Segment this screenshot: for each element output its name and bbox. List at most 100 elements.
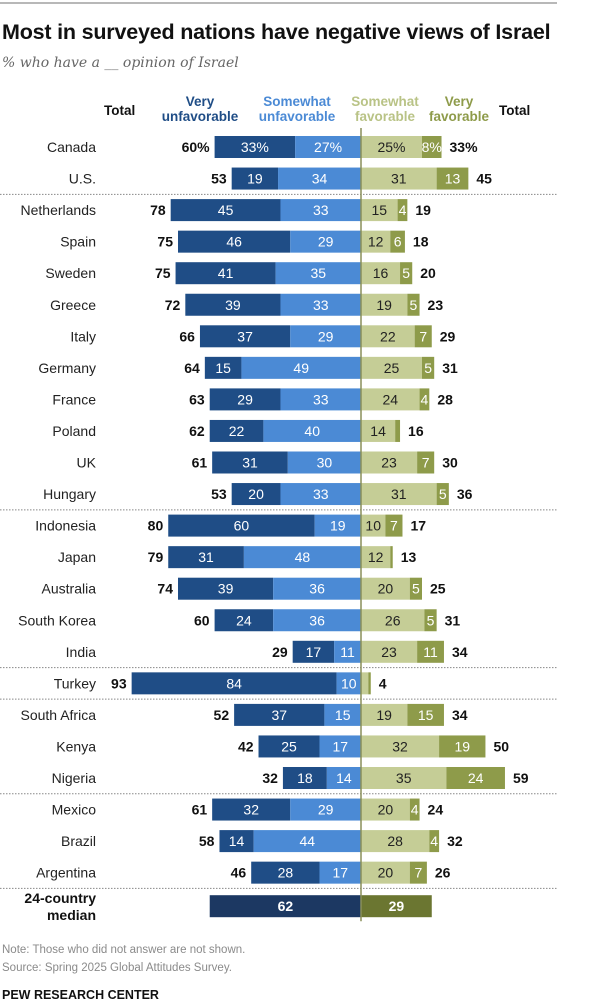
total-favorable-label: 34 bbox=[452, 707, 468, 723]
country-label: Nigeria bbox=[52, 770, 97, 786]
value-label-somewhat-unfavorable: 17 bbox=[332, 738, 348, 754]
total-unfavorable-label: 79 bbox=[148, 549, 164, 565]
total-favorable-label: 20 bbox=[420, 265, 436, 281]
legend-somewhat-favorable: Somewhat favorable bbox=[343, 94, 427, 124]
value-label-very-favorable: 4 bbox=[421, 391, 429, 407]
bar-very-unfavorable bbox=[185, 293, 281, 316]
value-label-very-unfavorable: 60 bbox=[234, 518, 250, 534]
bar-very-unfavorable bbox=[168, 546, 244, 569]
bar-very-favorable bbox=[417, 451, 435, 474]
bar-somewhat-favorable bbox=[361, 167, 437, 190]
country-label: Argentina bbox=[36, 865, 96, 881]
value-label-somewhat-unfavorable: 29 bbox=[318, 328, 334, 344]
value-label-very-unfavorable: 39 bbox=[225, 297, 241, 313]
value-label-very-unfavorable: 45 bbox=[218, 202, 234, 218]
header-total-right-label: Total bbox=[499, 103, 531, 118]
value-label-very-unfavorable: 25 bbox=[281, 738, 297, 754]
bar-somewhat-favorable bbox=[361, 419, 396, 442]
total-favorable-label: 19 bbox=[415, 202, 431, 218]
value-label-somewhat-favorable: 31 bbox=[391, 486, 407, 502]
value-label-very-unfavorable: 22 bbox=[229, 423, 245, 439]
bar-very-favorable bbox=[407, 703, 444, 726]
bar-somewhat-favorable bbox=[361, 609, 425, 632]
country-label: Kenya bbox=[56, 738, 96, 754]
value-label-somewhat-favorable: 23 bbox=[381, 455, 397, 471]
value-label-somewhat-favorable: 24 bbox=[382, 391, 398, 407]
value-label-very-unfavorable: 20 bbox=[248, 486, 264, 502]
bar-very-unfavorable bbox=[178, 577, 274, 600]
note-text: Note: Those who did not answer are not s… bbox=[2, 944, 246, 956]
value-label-somewhat-favorable: 12 bbox=[368, 234, 384, 250]
value-label-somewhat-favorable: 20 bbox=[378, 865, 394, 881]
value-label-very-favorable: 5 bbox=[412, 581, 420, 597]
bar-very-favorable bbox=[436, 483, 449, 506]
bar-somewhat-favorable bbox=[361, 798, 410, 821]
value-label-very-favorable: 7 bbox=[414, 865, 422, 881]
median-unfavorable-label: 62 bbox=[278, 898, 294, 914]
bar-very-unfavorable bbox=[214, 136, 296, 158]
bar-somewhat-favorable bbox=[361, 136, 422, 158]
country-label: South Africa bbox=[21, 707, 97, 723]
bar-very-favorable bbox=[414, 325, 432, 348]
legend-somewhat-unfavorable-line2: unfavorable bbox=[258, 109, 336, 124]
bar-somewhat-unfavorable bbox=[295, 136, 361, 158]
value-label-very-unfavorable: 33% bbox=[241, 139, 269, 155]
total-favorable-label: 13 bbox=[401, 549, 417, 565]
total-favorable-label: 50 bbox=[493, 738, 509, 754]
value-label-very-unfavorable: 18 bbox=[297, 770, 313, 786]
value-label-somewhat-unfavorable: 29 bbox=[318, 802, 334, 818]
legend-very-favorable-line2: favorable bbox=[428, 109, 490, 124]
total-unfavorable-label: 62 bbox=[189, 423, 205, 439]
bar-somewhat-favorable bbox=[361, 861, 410, 884]
value-label-somewhat-unfavorable: 10 bbox=[341, 675, 357, 691]
source-text: Source: Spring 2025 Global Attitudes Sur… bbox=[2, 962, 232, 974]
total-favorable-label: 25 bbox=[430, 581, 446, 597]
value-label-somewhat-favorable: 22 bbox=[380, 328, 396, 344]
bar-somewhat-unfavorable bbox=[290, 798, 361, 821]
bar-very-unfavorable bbox=[178, 230, 291, 253]
value-label-very-unfavorable: 14 bbox=[229, 833, 245, 849]
bar-very-favorable bbox=[422, 356, 435, 379]
total-unfavorable-label: 42 bbox=[238, 738, 254, 754]
legend-somewhat-unfavorable-line1: Somewhat bbox=[263, 94, 331, 109]
legend-somewhat-favorable-line2: favorable bbox=[354, 109, 416, 124]
value-label-very-unfavorable: 29 bbox=[237, 391, 253, 407]
bar-very-favorable bbox=[424, 609, 437, 632]
legend-somewhat-unfavorable: Somewhat unfavorable bbox=[252, 94, 342, 124]
value-label-very-unfavorable: 41 bbox=[218, 265, 234, 281]
bar-very-favorable bbox=[390, 230, 405, 253]
country-label: Hungary bbox=[43, 486, 96, 502]
total-unfavorable-label: 80 bbox=[148, 518, 164, 534]
country-label: Spain bbox=[60, 234, 96, 250]
bar-very-unfavorable bbox=[175, 262, 276, 285]
country-label: Australia bbox=[42, 581, 97, 597]
bar-somewhat-unfavorable bbox=[280, 293, 361, 316]
total-unfavorable-label: 29 bbox=[272, 644, 288, 660]
value-label-somewhat-favorable: 19 bbox=[376, 707, 392, 723]
bar-somewhat-unfavorable bbox=[319, 861, 361, 884]
value-label-somewhat-unfavorable: 11 bbox=[340, 644, 355, 660]
country-label: Turkey bbox=[54, 675, 96, 691]
country-label: Canada bbox=[47, 139, 96, 155]
value-label-very-favorable: 7 bbox=[422, 455, 430, 471]
value-label-somewhat-favorable: 20 bbox=[378, 802, 394, 818]
legend-very-favorable-line1: Very bbox=[444, 94, 474, 109]
value-label-very-favorable: 5 bbox=[424, 360, 432, 376]
value-label-somewhat-favorable: 19 bbox=[376, 297, 392, 313]
value-label-very-unfavorable: 31 bbox=[198, 549, 214, 565]
total-unfavorable-label: 53 bbox=[211, 486, 227, 502]
value-label-somewhat-unfavorable: 49 bbox=[293, 360, 309, 376]
total-favorable-label: 34 bbox=[452, 644, 468, 660]
country-label: South Korea bbox=[18, 612, 96, 628]
bar-somewhat-favorable bbox=[361, 767, 447, 789]
total-favorable-label: 16 bbox=[408, 423, 424, 439]
total-unfavorable-label: 46 bbox=[231, 865, 247, 881]
bar-somewhat-unfavorable bbox=[290, 230, 361, 253]
bar-somewhat-favorable bbox=[361, 514, 386, 537]
bar-very-favorable bbox=[409, 798, 420, 821]
total-favorable-label: 31 bbox=[445, 612, 461, 628]
bar-somewhat-favorable bbox=[361, 830, 430, 853]
total-unfavorable-label: 93 bbox=[111, 675, 127, 691]
legend-very-unfavorable-line1: Very bbox=[185, 94, 215, 109]
